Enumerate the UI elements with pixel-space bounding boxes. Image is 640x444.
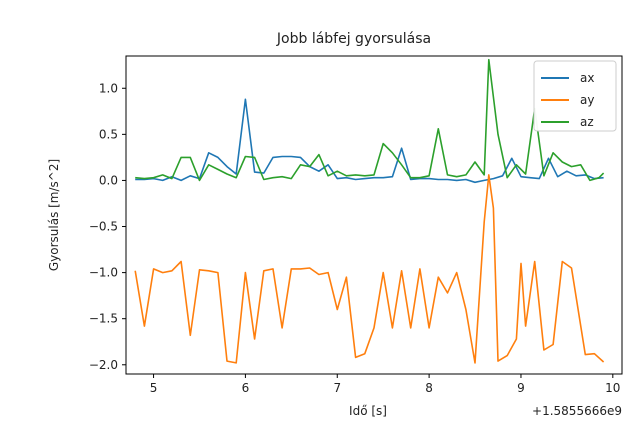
- legend-label-az: az: [580, 115, 594, 129]
- series-layer: [134, 58, 605, 364]
- y-tick-label: −2.0: [89, 358, 118, 372]
- y-tick-label: −0.5: [89, 220, 118, 234]
- y-tick-label: 0.0: [99, 173, 118, 187]
- series-line-ax: [135, 98, 604, 184]
- x-axis-offset-label: +1.5855666e9: [532, 404, 622, 418]
- x-tick-label: 6: [242, 381, 250, 395]
- legend-items: ax ay az: [541, 71, 594, 129]
- legend-label-ax: ax: [580, 71, 594, 85]
- x-tick-label: 7: [333, 381, 341, 395]
- x-axis-label: Idő [s]: [349, 404, 387, 418]
- y-tick-label: 0.5: [99, 127, 118, 141]
- y-axis-label: Gyorsulás [m/s^2]: [47, 159, 61, 271]
- x-axis: 5 6 7 8 9 10: [150, 374, 620, 395]
- chart-title: Jobb lábfej gyorsulása: [276, 31, 431, 47]
- legend-box: [533, 60, 617, 132]
- x-tick-label: 9: [517, 381, 525, 395]
- legend: ax ay az: [533, 60, 617, 132]
- series-line-az: [135, 58, 605, 182]
- series-line-ay: [134, 174, 605, 364]
- x-tick-label: 5: [150, 381, 158, 395]
- x-tick-label: 10: [605, 381, 620, 395]
- y-tick-label: 1.0: [99, 81, 118, 95]
- y-tick-label: −1.5: [89, 312, 118, 326]
- x-tick-label: 8: [425, 381, 433, 395]
- legend-label-ay: ay: [580, 93, 594, 107]
- y-axis: 1.0 0.5 0.0 −0.5 −1.0 −1.5 −2.0: [89, 81, 126, 372]
- y-tick-label: −1.0: [89, 266, 118, 280]
